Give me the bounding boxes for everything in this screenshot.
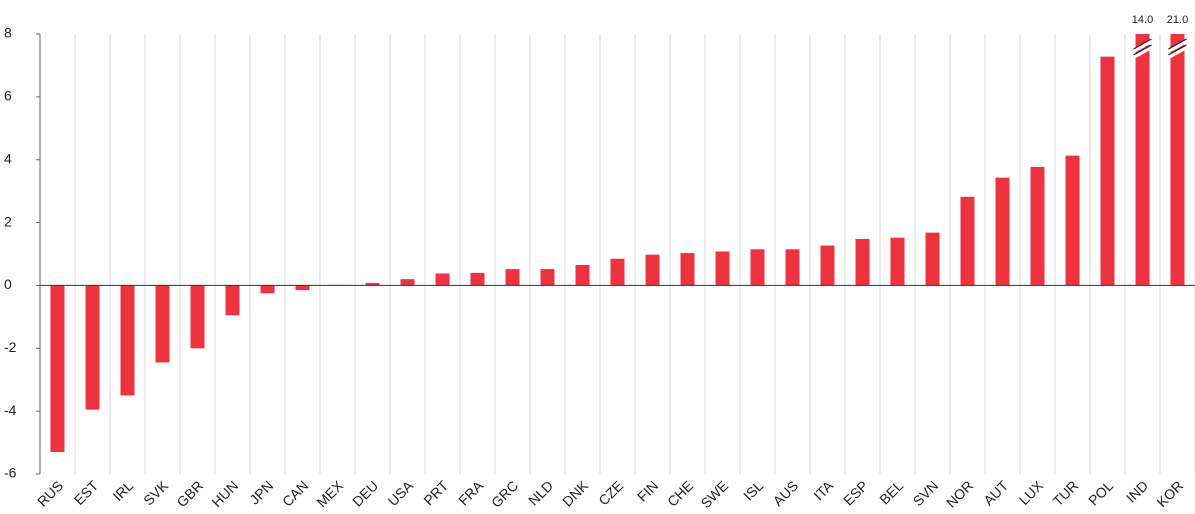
bar [890, 237, 905, 286]
bar [610, 258, 625, 286]
value-label: 14.0 [1132, 14, 1153, 26]
bar [365, 282, 380, 286]
break-mark [1168, 44, 1187, 56]
bars [50, 34, 1185, 452]
bar [295, 285, 310, 291]
bar [645, 254, 660, 286]
x-tick-label: DNK [559, 477, 592, 510]
break-mark [1132, 39, 1153, 53]
y-tick-label: -4 [4, 402, 17, 418]
break-mark [1133, 38, 1152, 50]
bar [190, 285, 205, 349]
x-tick-label: NOR [943, 477, 976, 510]
x-tick-label: GRC [488, 477, 521, 510]
y-tick-label: 6 [4, 88, 12, 104]
bar [435, 273, 450, 286]
x-tick-label: SVK [140, 477, 172, 509]
bar [470, 272, 485, 286]
bar [155, 285, 170, 363]
x-tick-label: LUX [1016, 477, 1047, 508]
x-tick-label: SVN [910, 477, 942, 509]
x-tick-label: FIN [634, 477, 661, 504]
bar [50, 285, 65, 452]
x-tick-label: FRA [455, 477, 487, 509]
bar [400, 279, 415, 286]
x-tick-label: GBR [173, 477, 206, 510]
break-mark [1133, 44, 1152, 56]
bar [1135, 34, 1150, 286]
bar [225, 285, 240, 316]
x-tick-label: EST [71, 477, 102, 508]
break-mark [1167, 39, 1188, 53]
bar [715, 251, 730, 286]
x-tick-label: PRT [420, 477, 451, 508]
y-tick-label: 8 [4, 25, 12, 41]
x-tick-label: SWE [697, 477, 731, 511]
y-tick-label: -2 [4, 339, 17, 355]
bar [785, 249, 800, 286]
bar [575, 265, 590, 286]
x-tick-label: IND [1123, 477, 1151, 505]
bar [1065, 155, 1080, 286]
bar [750, 249, 765, 286]
x-tick-label: DEU [349, 477, 381, 509]
break-mark [1132, 45, 1153, 59]
bar [540, 269, 555, 286]
bar [855, 238, 870, 286]
bar [505, 269, 520, 286]
x-tick-label: CZE [595, 477, 626, 508]
bar [960, 196, 975, 286]
bar [680, 253, 695, 286]
x-tick-label: HUN [208, 477, 241, 510]
bar [120, 285, 135, 396]
x-tick-label: RUS [34, 477, 66, 509]
x-tick-label: JPN [246, 477, 276, 507]
x-tick-label: IRL [110, 477, 137, 504]
y-tick-label: 4 [4, 150, 12, 166]
bar [1030, 166, 1045, 286]
bar [925, 232, 940, 286]
y-tick-label: 2 [4, 213, 12, 229]
bar [260, 285, 275, 294]
x-tick-label: USA [385, 477, 417, 509]
x-tick-label: AUT [980, 477, 1011, 508]
x-tick-label: POL [1085, 477, 1116, 508]
bar [995, 177, 1010, 286]
bar [1100, 56, 1115, 286]
x-tick-label: MEX [313, 477, 346, 510]
bar [1170, 34, 1185, 286]
x-tick-label: ITA [810, 477, 836, 503]
x-tick-label: ISL [740, 477, 766, 503]
x-tick-label: TUR [1050, 477, 1082, 509]
x-tick-label: CHE [664, 477, 696, 509]
x-tick-label: KOR [1153, 477, 1186, 510]
x-tick-label: BEL [876, 477, 906, 507]
break-mark [1168, 38, 1187, 50]
bar [85, 285, 100, 410]
bar [820, 245, 835, 286]
x-tick-label: ESP [840, 477, 871, 508]
y-tick-label: -6 [4, 465, 17, 481]
value-label: 21.0 [1167, 14, 1188, 26]
x-tick-label: CAN [279, 477, 311, 509]
break-mark [1167, 45, 1188, 59]
x-tick-label: AUS [770, 477, 802, 509]
y-tick-label: 0 [4, 276, 12, 292]
x-tick-label: NLD [525, 477, 556, 508]
